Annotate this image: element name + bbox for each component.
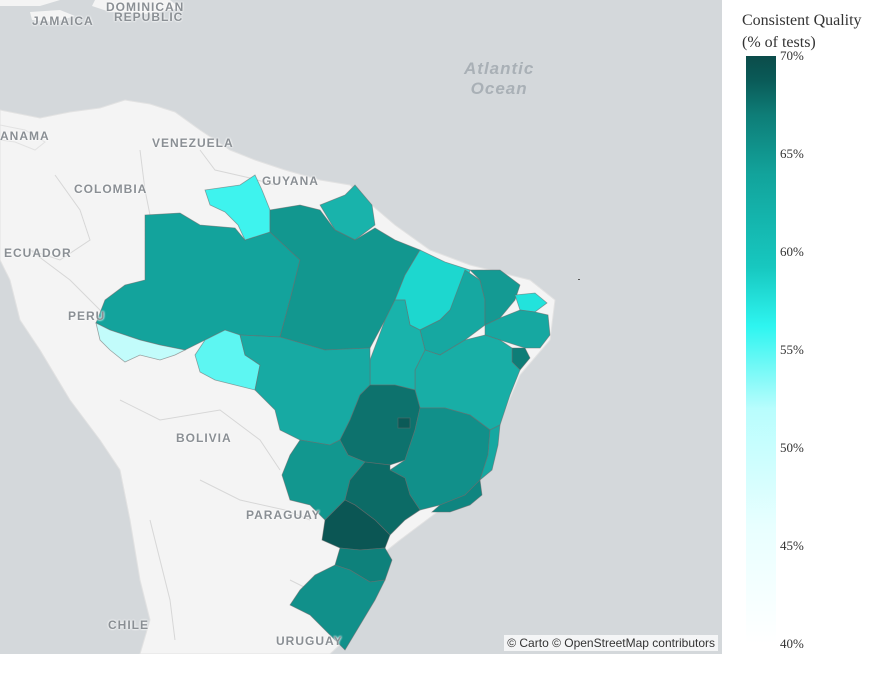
ocean-label-line1: Atlantic (464, 59, 535, 78)
legend-tick: 50% (780, 440, 804, 455)
state-acre[interactable]: Acre (95, 322, 187, 363)
label-venezuela: VENEZUELA (152, 136, 234, 150)
state-paraiba-pernambuco-alagoas[interactable]: Paraíba / Pernambuco / Alagoas (484, 309, 551, 349)
legend-tick: 70% (780, 48, 804, 63)
legend-tick: 45% (780, 538, 804, 553)
island-marker (578, 279, 580, 280)
state-distrito-federal[interactable]: Distrito Federal (397, 417, 411, 429)
label-republic: REPUBLIC (114, 10, 184, 24)
brazil-states[interactable]: Amazonas Roraima Amapá Pará Maranhão Pia… (95, 174, 551, 651)
legend-tick: 40% (780, 636, 804, 651)
state-espirito-santo[interactable]: Espírito Santo (479, 424, 501, 482)
state-rio-grande-do-sul[interactable]: Rio Grande do Sul (289, 564, 386, 651)
label-dominican: DOMINICAN (106, 0, 185, 14)
land-hispaniola (92, 0, 180, 14)
state-rio-grande-do-norte[interactable]: Rio Grande do Norte (514, 292, 548, 313)
label-chile: CHILE (108, 618, 149, 632)
map-attribution[interactable]: © Carto © OpenStreetMap contributors (504, 635, 718, 651)
label-peru: PERU (68, 309, 106, 323)
state-tocantins[interactable]: Tocantins (369, 299, 426, 391)
label-colombia: COLOMBIA (74, 182, 148, 196)
ocean-label: Atlantic Ocean (464, 59, 534, 99)
colorbar-legend: Consistent Quality (% of tests) 70% 65% … (742, 10, 884, 670)
map[interactable]: Amazonas Roraima Amapá Pará Maranhão Pia… (0, 0, 722, 654)
label-guyana: GUYANA (262, 174, 319, 188)
state-rio-de-janeiro[interactable]: Rio de Janeiro (430, 479, 483, 513)
label-jamaica: JAMAICA (32, 14, 94, 28)
legend-tick: 60% (780, 244, 804, 259)
label-bolivia: BOLIVIA (176, 431, 232, 445)
legend-tick: 55% (780, 342, 804, 357)
land-central-america (0, 124, 46, 151)
legend-title-line1: Consistent Quality (742, 12, 862, 29)
label-uruguay: URUGUAY (276, 634, 343, 648)
ocean-label-line2: Ocean (470, 79, 528, 98)
legend-tick: 65% (780, 146, 804, 161)
country-borders (29, 149, 346, 641)
legend-title-line2: (% of tests) (742, 34, 816, 51)
colorbar (746, 56, 776, 644)
label-panama: ANAMA (0, 129, 50, 143)
land-jamaica (30, 10, 75, 22)
label-paraguay: PARAGUAY (246, 508, 321, 522)
basemap: Amazonas Roraima Amapá Pará Maranhão Pia… (0, 0, 580, 654)
land-cuba (0, 0, 60, 6)
state-parana[interactable]: Paraná (321, 499, 391, 551)
label-ecuador: ECUADOR (4, 246, 72, 260)
